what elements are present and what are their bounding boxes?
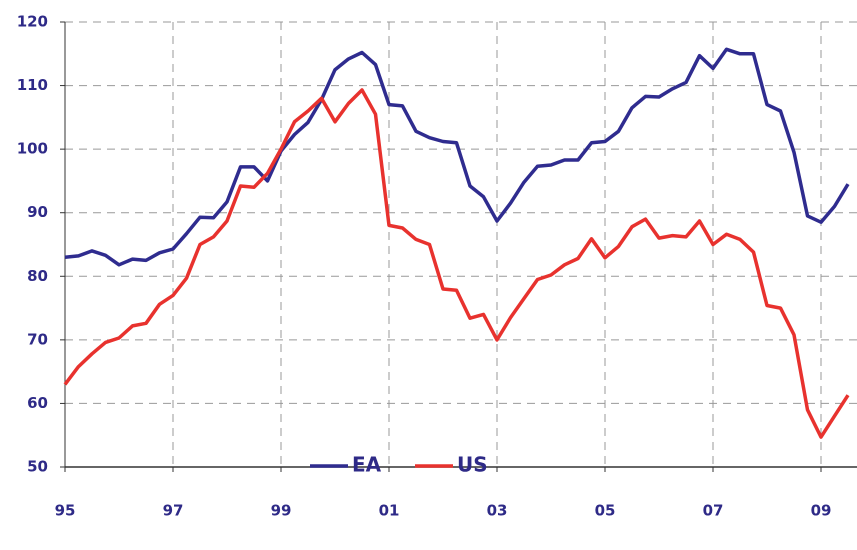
x-tick-label: 09: [811, 502, 832, 520]
x-tick-label: 05: [595, 502, 616, 520]
y-tick-label: 80: [27, 267, 48, 285]
legend-label: EA: [352, 453, 382, 477]
legend-label: US: [457, 453, 488, 477]
y-tick-label: 100: [17, 140, 48, 158]
y-tick-label: 70: [27, 330, 48, 348]
x-tick-label: 07: [703, 502, 724, 520]
x-tick-label: 03: [487, 502, 508, 520]
x-tick-label: 01: [379, 502, 400, 520]
y-tick-label: 110: [17, 76, 48, 94]
series-line: [64, 47, 850, 267]
y-tick-label: 50: [27, 458, 48, 476]
y-tick-label: 60: [27, 394, 48, 412]
series-line: [63, 88, 850, 439]
x-tick-label: 97: [163, 502, 184, 520]
x-tick-label: 99: [271, 502, 292, 520]
x-tick-label: 95: [55, 502, 76, 520]
y-tick-label: 120: [17, 13, 48, 31]
y-tick-label: 90: [27, 203, 48, 221]
